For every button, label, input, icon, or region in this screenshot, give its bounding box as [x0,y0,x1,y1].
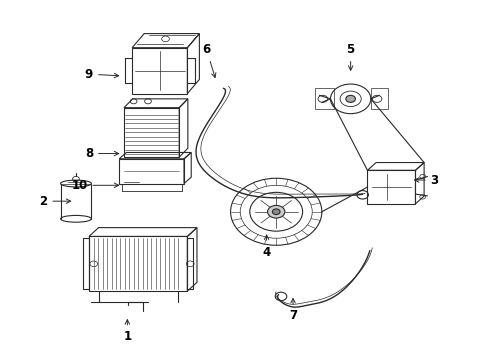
Text: 10: 10 [71,179,119,192]
Bar [124,108,179,157]
Text: 4: 4 [263,235,271,259]
Text: 3: 3 [415,174,439,186]
Text: 5: 5 [346,43,355,70]
Bar [89,237,187,291]
Text: 8: 8 [85,147,119,160]
Bar [315,88,334,109]
Bar [132,48,187,94]
Text: 1: 1 [123,320,131,343]
Bar [371,88,388,109]
Bar [368,170,416,204]
Bar [83,238,89,289]
Text: 6: 6 [202,43,216,77]
Circle shape [272,209,280,215]
Circle shape [346,95,355,102]
Text: 7: 7 [289,298,297,322]
Text: 2: 2 [39,195,71,208]
Ellipse shape [61,215,91,222]
Bar [187,238,193,289]
Bar [119,159,184,184]
Text: 9: 9 [85,68,119,81]
Circle shape [268,206,285,218]
